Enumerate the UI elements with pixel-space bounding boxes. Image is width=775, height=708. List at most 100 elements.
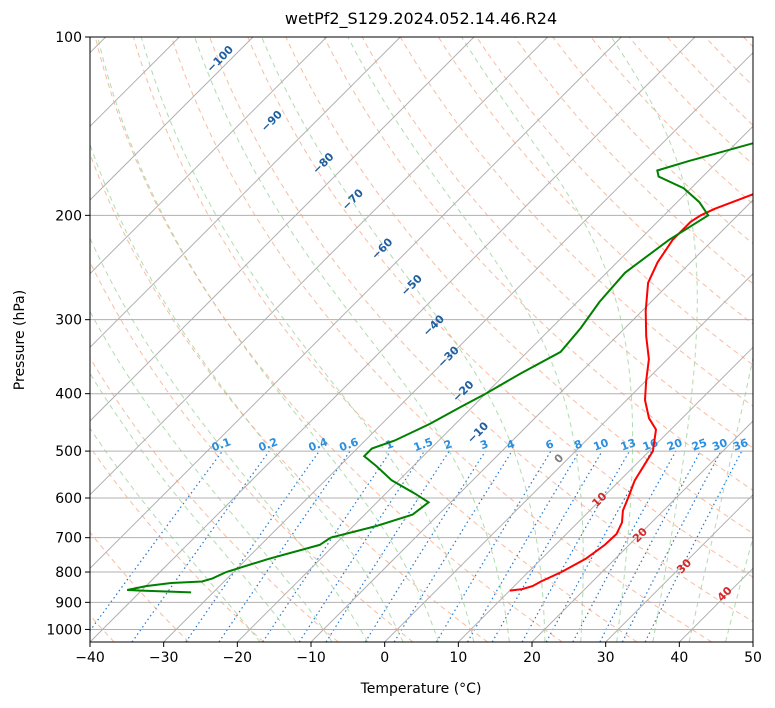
y-axis-title: Pressure (hPa) — [12, 290, 28, 390]
mixing-ratio-line — [298, 450, 425, 642]
isotherm-line — [90, 37, 254, 201]
dry-adiabat — [743, 37, 753, 48]
isotherm-label: 10 — [589, 490, 609, 510]
mixing-ratio-line — [325, 450, 450, 642]
mixing-ratio-label: 20 — [665, 436, 684, 454]
dry-adiabat — [590, 37, 753, 205]
y-axis-ticks: 100 200 300 400 500 600 700 800 900 1000 — [46, 30, 90, 638]
dry-adiabat-label: −40 — [420, 312, 447, 339]
mixing-ratio-line — [521, 450, 631, 642]
x-tick-label: −40 — [75, 650, 105, 666]
dry-adiabat — [90, 152, 488, 642]
x-tick-label: 40 — [670, 650, 688, 666]
mixing-ratio-lines — [90, 450, 743, 642]
isotherm-line — [90, 37, 401, 349]
dry-adiabat — [171, 37, 712, 642]
mixing-ratio-line — [393, 450, 513, 642]
isotherm-line — [310, 199, 753, 642]
moist-adiabat — [90, 142, 404, 642]
isotherm-label: 0 — [552, 451, 567, 466]
isotherm-line — [457, 346, 753, 642]
dry-adiabat — [476, 37, 753, 325]
mixing-ratio-line — [218, 450, 351, 642]
dry-adiabat-label: −70 — [339, 186, 366, 213]
dry-adiabat — [399, 37, 753, 407]
moist-adiabat — [261, 37, 546, 642]
mixing-ratio-line — [572, 450, 677, 642]
dry-adiabat — [514, 37, 753, 285]
dry-adiabat — [437, 37, 753, 366]
isotherm-grid — [90, 37, 753, 642]
isotherm-line — [90, 37, 549, 496]
moist-adiabat — [725, 536, 753, 642]
dry-adiabat — [90, 260, 414, 642]
x-tick-label: 30 — [597, 650, 615, 666]
y-tick-label: 400 — [55, 387, 82, 403]
mixing-ratio-label: 2 — [442, 437, 454, 452]
mixing-ratio-line — [364, 450, 486, 642]
x-axis-ticks: −40 −30 −20 −10 0 10 20 30 40 50 — [75, 642, 762, 666]
mixing-ratio-line — [466, 450, 580, 642]
mixing-ratio-label: 36 — [731, 436, 750, 454]
isotherm-line — [384, 272, 753, 642]
isotherm-line — [531, 420, 753, 642]
chart-title: wetPf2_S129.2024.052.14.46.R24 — [285, 9, 557, 29]
moist-adiabat-lines — [90, 37, 753, 642]
dry-adiabat — [209, 37, 753, 623]
y-tick-label: 600 — [55, 491, 82, 507]
isotherm-line — [90, 37, 328, 275]
x-tick-label: −20 — [223, 650, 253, 666]
mixing-ratio-label: 6 — [544, 437, 556, 452]
y-tick-label: 800 — [55, 565, 82, 581]
dry-adiabat — [94, 37, 563, 642]
x-tick-label: −10 — [296, 650, 326, 666]
mixing-ratio-label: 0.1 — [210, 435, 233, 454]
mixing-ratio-label: 13 — [619, 436, 638, 453]
mixing-ratio-line — [185, 450, 320, 642]
isotherm-line — [678, 567, 753, 642]
y-tick-label: 700 — [55, 531, 82, 547]
mixing-ratio-label: 25 — [690, 436, 709, 453]
isotherm-line — [752, 641, 753, 642]
y-tick-label: 900 — [55, 595, 82, 611]
dry-adiabat — [247, 37, 753, 578]
mixing-ratio-label: 3 — [478, 437, 490, 452]
mixing-ratio-label: 1.5 — [412, 435, 435, 454]
dry-adiabat — [666, 37, 753, 126]
x-tick-label: 0 — [380, 650, 389, 666]
dry-adiabat — [704, 37, 753, 87]
mixing-ratio-label: 8 — [572, 437, 584, 452]
mixing-ratio-label: 10 — [592, 436, 611, 454]
x-tick-label: 50 — [744, 650, 762, 666]
dry-adiabat — [90, 531, 190, 642]
mixing-ratio-label: 30 — [710, 436, 729, 454]
mixing-ratio-label: 0.4 — [307, 435, 330, 454]
moist-adiabat — [90, 427, 261, 642]
moist-adiabat — [347, 37, 584, 642]
mixing-ratio-line — [262, 450, 392, 642]
isotherm-line — [90, 37, 475, 422]
dry-adiabat — [132, 37, 638, 642]
mixing-ratio-line — [131, 450, 270, 642]
plot-area: 0.1 0.2 0.4 0.6 1 1.5 2 3 4 6 8 10 13 16 20 25 30 36−100−… — [90, 37, 753, 642]
profile-series — [126, 142, 753, 594]
moist-adiabat — [90, 310, 333, 642]
y-tick-label: 500 — [55, 444, 82, 460]
dry-adiabat-label: −90 — [258, 108, 285, 135]
isotherm-line — [605, 493, 753, 642]
mixing-ratio-line — [435, 450, 552, 642]
isotherm-line — [163, 51, 753, 642]
mixing-ratio-label: 0.6 — [338, 435, 361, 454]
moist-adiabat — [140, 37, 475, 642]
mixing-ratio-line — [599, 450, 702, 642]
moist-adiabat — [688, 355, 753, 642]
y-tick-label: 300 — [55, 313, 82, 329]
temperature-profile-line — [509, 193, 753, 592]
mixing-ratio-label: 0.2 — [257, 435, 280, 454]
mixing-ratio-label: 1 — [384, 437, 396, 452]
y-tick-label: 1000 — [46, 622, 82, 638]
isotherm-label: 40 — [715, 584, 735, 604]
x-tick-label: 10 — [449, 650, 467, 666]
dewpoint-profile-line — [126, 142, 753, 594]
